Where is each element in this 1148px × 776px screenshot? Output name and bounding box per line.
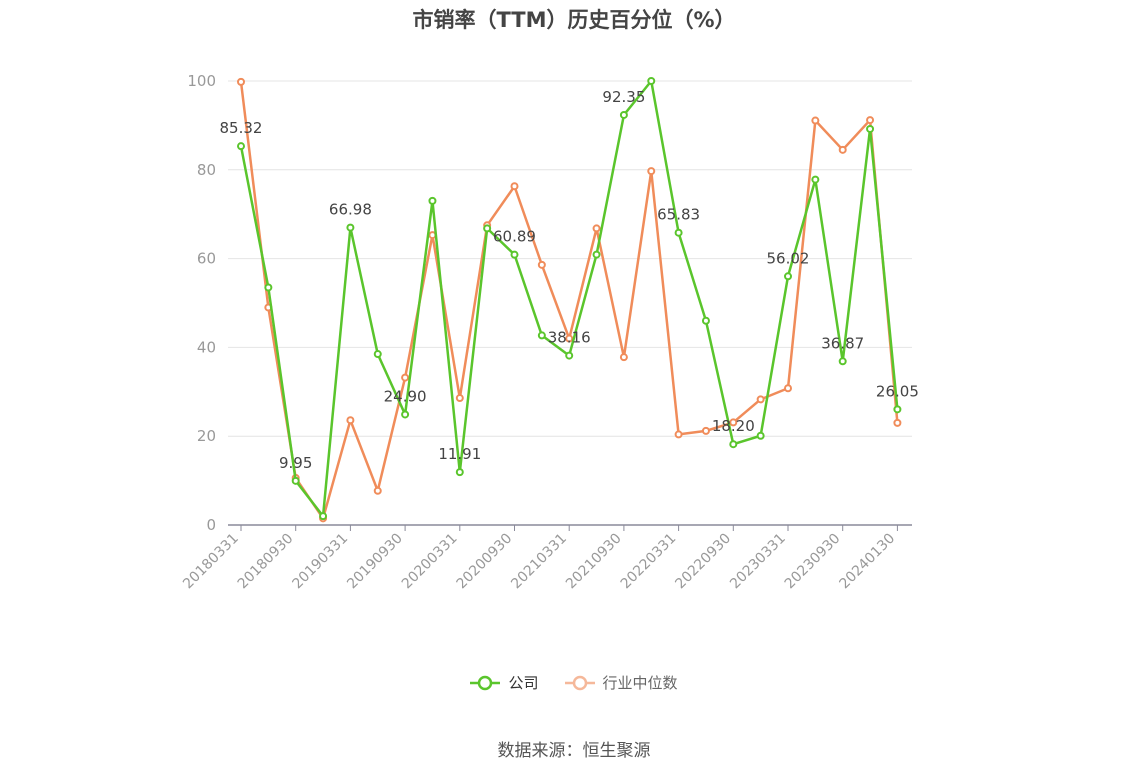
data-source: 数据来源：恒生聚源 <box>497 741 651 761</box>
series-0-point-8 <box>455 468 464 477</box>
y-tick-label-40: 40 <box>197 338 216 356</box>
series-0-point-14 <box>619 110 628 119</box>
x-tick-label-20190331: 20190331 <box>290 531 352 593</box>
series-1-point-12 <box>565 334 574 343</box>
series-0-point-21 <box>811 175 820 184</box>
series-0-point-7 <box>428 196 437 205</box>
y-tick-label-100: 100 <box>187 72 216 90</box>
series-0-point-17 <box>701 316 710 325</box>
series-0-point-5 <box>373 350 382 359</box>
series-0-point-6 <box>401 410 410 419</box>
x-tick-label-20180331: 20180331 <box>180 531 242 593</box>
data-label-2: 9.95 <box>279 454 312 472</box>
series-0-point-1 <box>264 283 273 292</box>
data-label-12: 38.16 <box>548 329 591 347</box>
y-tick-label-80: 80 <box>197 161 216 179</box>
x-tick-label-20200331: 20200331 <box>399 531 461 593</box>
series-1-point-11 <box>537 260 546 269</box>
data-label-10: 60.89 <box>493 228 536 246</box>
series-0-point-24 <box>893 405 902 414</box>
series-1-point-6 <box>401 373 410 382</box>
series-0-point-12 <box>565 351 574 360</box>
x-tick-label-20210930: 20210930 <box>563 531 625 593</box>
legend-company-label: 公司 <box>508 674 539 692</box>
series-1-point-23 <box>866 116 875 125</box>
legend-item-industry[interactable]: 行业中位数 <box>564 672 678 693</box>
series-1-point-14 <box>619 353 628 362</box>
series-0-point-18 <box>729 440 738 449</box>
x-tick-label-20230930: 20230930 <box>782 531 844 593</box>
series-1-point-0 <box>237 77 245 86</box>
x-tick-label-20210331: 20210331 <box>508 531 570 593</box>
legend-item-company[interactable]: 公司 <box>470 672 539 693</box>
series-0-point-13 <box>592 250 601 259</box>
x-tick-label-20240130: 20240130 <box>837 531 899 593</box>
series-1-point-22 <box>838 145 847 154</box>
series-1-point-18 <box>729 418 738 427</box>
series-1-point-5 <box>373 486 382 495</box>
legend-industry-label: 行业中位数 <box>602 674 678 692</box>
data-label-16: 65.83 <box>657 206 700 224</box>
legend: 公司 行业中位数 <box>0 672 1148 693</box>
x-tick-label-20230331: 20230331 <box>727 531 789 593</box>
y-tick-label-60: 60 <box>197 250 216 268</box>
series-0-point-20 <box>784 272 792 281</box>
x-tick-label-20190930: 20190930 <box>344 531 406 593</box>
series-0-point-11 <box>537 331 546 340</box>
series-1-point-19 <box>756 395 765 404</box>
series-0-point-9 <box>483 224 492 233</box>
series-0-point-19 <box>756 431 765 440</box>
series-1-point-13 <box>592 224 601 233</box>
data-label-20: 56.02 <box>767 249 810 267</box>
series-1-point-24 <box>893 418 902 427</box>
series-0-point-3 <box>319 512 328 521</box>
y-tick-label-0: 0 <box>206 516 216 534</box>
x-tick-label-20200930: 20200930 <box>454 531 516 593</box>
series-1-point-8 <box>455 394 464 403</box>
chart-title: 市销率（TTM）历史百分位（%） <box>412 8 736 32</box>
series-0-point-0 <box>237 142 245 151</box>
y-tick-label-20: 20 <box>197 427 216 445</box>
series-0-point-22 <box>838 357 847 366</box>
series-1-point-21 <box>811 116 820 125</box>
series-1-point-10 <box>510 182 519 191</box>
series-1-point-16 <box>674 430 683 439</box>
series-0-point-4 <box>346 223 355 232</box>
data-label-0: 85.32 <box>220 119 263 137</box>
data-label-24: 26.05 <box>876 382 919 400</box>
series-line-0 <box>239 79 899 518</box>
series-0-point-2 <box>291 476 300 485</box>
series-0-point-16 <box>674 228 683 237</box>
data-label-4: 66.98 <box>329 201 372 219</box>
legend-company-line-icon <box>470 675 501 690</box>
x-tick-label-20220331: 20220331 <box>618 531 680 593</box>
series-0-point-15 <box>647 77 656 85</box>
series-0-point-23 <box>866 124 875 133</box>
series-1-point-20 <box>784 384 792 393</box>
data-label-14: 92.35 <box>602 88 645 106</box>
data-label-22: 36.87 <box>821 334 864 352</box>
data-label-8: 11.91 <box>438 445 481 463</box>
data-label-18: 18.20 <box>712 417 755 435</box>
series-0-point-10 <box>510 250 519 259</box>
x-tick-label-20220930: 20220930 <box>672 531 734 593</box>
series-line-1 <box>239 81 899 520</box>
series-1-point-15 <box>647 167 656 176</box>
x-tick-label-20180930: 20180930 <box>235 531 297 593</box>
series-1-point-4 <box>346 416 355 425</box>
series-1-point-17 <box>701 426 710 435</box>
legend-industry-line-icon <box>564 675 595 690</box>
data-label-6: 24.90 <box>384 387 427 405</box>
